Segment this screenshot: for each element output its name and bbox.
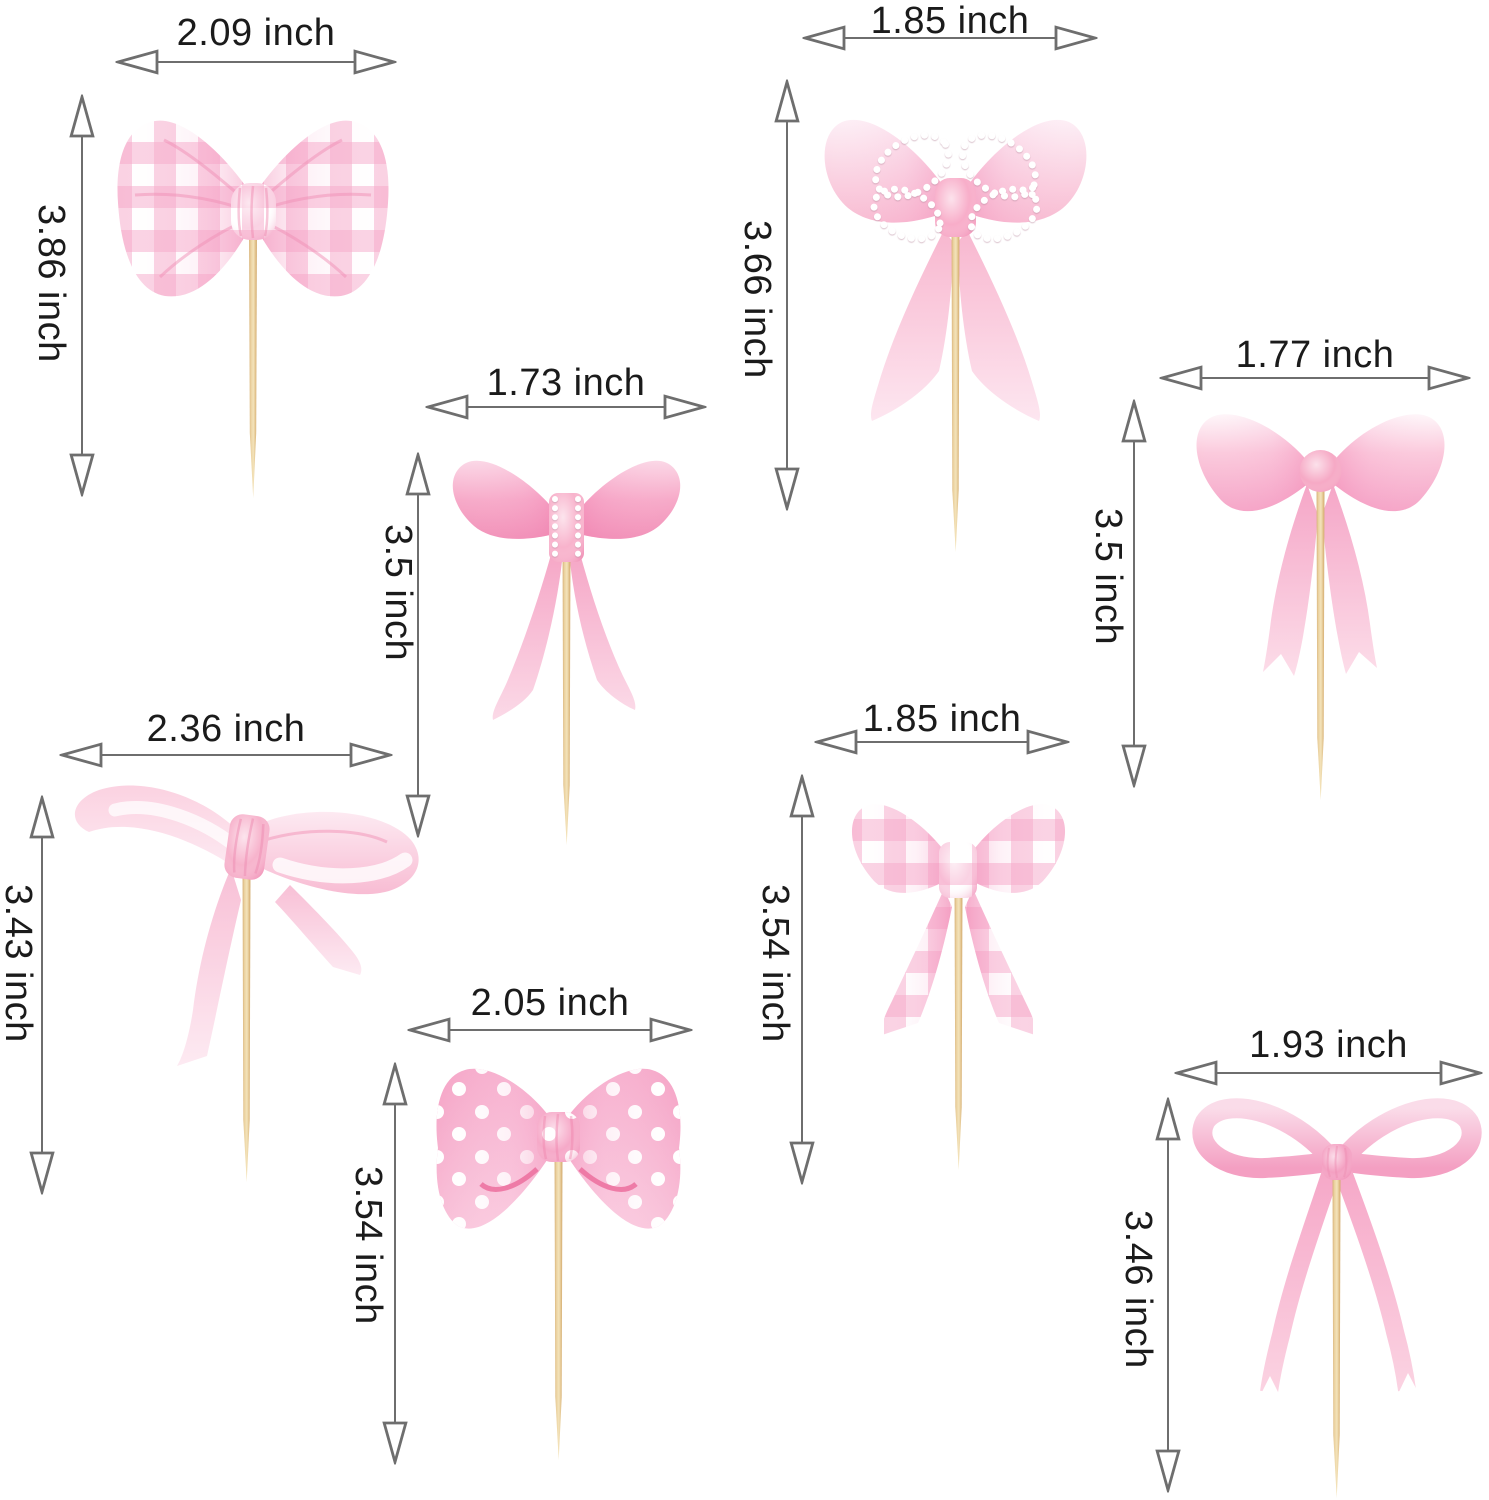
gingham-bowtie-bow-graphic [117, 119, 391, 498]
height-arrow [405, 453, 431, 837]
toothpick [242, 865, 251, 1182]
height-arrow [382, 1063, 408, 1464]
bow-knot [935, 178, 976, 237]
width-label: 1.93 inch [1249, 1024, 1408, 1066]
pearl-band-bow-graphic [452, 460, 681, 845]
toothpick [1332, 1178, 1341, 1498]
toothpick [249, 220, 257, 498]
height-label: 3.46 inch [1116, 1210, 1159, 1369]
toothpick [562, 540, 571, 845]
height-arrow [29, 796, 55, 1194]
toothpick [1316, 485, 1325, 800]
polka-dot-bowtie-graphic [436, 1055, 692, 1460]
knotted-ribbon-bow-graphic [74, 785, 419, 1182]
bow-knot [224, 814, 270, 880]
width-arrow [803, 25, 1097, 51]
width-arrow [1160, 365, 1470, 391]
width-arrow [60, 742, 392, 768]
height-arrow [789, 775, 815, 1184]
bow-knot [1322, 1144, 1352, 1180]
width-arrow [408, 1017, 692, 1043]
pink-ribbon-bow-graphic [1196, 414, 1445, 800]
height-label: 3.66 inch [735, 220, 778, 379]
width-arrow [815, 729, 1069, 755]
width-arrow [116, 49, 396, 75]
height-arrow [1155, 1098, 1181, 1492]
bow-knot [231, 183, 276, 240]
toothpick [954, 883, 963, 1170]
bow-knot [1299, 450, 1342, 492]
height-label: 3.86 inch [29, 204, 72, 363]
toothpick [554, 1150, 563, 1460]
height-label: 3.54 inch [753, 884, 796, 1043]
height-arrow [1121, 400, 1147, 787]
toothpick [951, 218, 960, 552]
gingham-tails-bow-graphic [851, 804, 1066, 1170]
slim-ribbon-bow-graphic [1192, 1080, 1489, 1498]
width-label: 2.36 inch [146, 708, 306, 750]
width-arrow [426, 394, 706, 420]
pearl-bow-accent [870, 131, 1041, 243]
height-label: 3.54 inch [346, 1166, 389, 1325]
width-label: 2.05 inch [470, 982, 630, 1024]
bow-knot [939, 842, 977, 898]
pearl-accent-bow-graphic [824, 119, 1087, 552]
bow-knot [537, 1112, 580, 1162]
height-arrow [69, 95, 95, 496]
width-label: 2.09 inch [176, 12, 336, 54]
width-arrow [1175, 1060, 1482, 1086]
bow-knot [549, 493, 584, 562]
height-arrow [774, 80, 800, 510]
